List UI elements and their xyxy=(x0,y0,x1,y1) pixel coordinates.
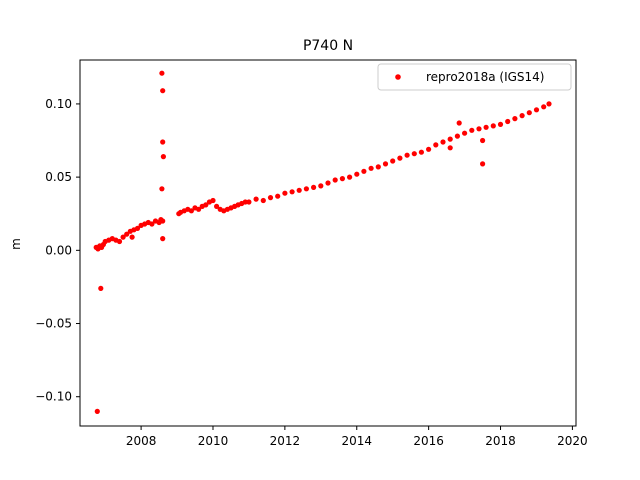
x-tick-label: 2016 xyxy=(413,434,444,448)
x-tick-label: 2012 xyxy=(270,434,301,448)
series-points xyxy=(93,70,552,414)
data-point xyxy=(454,133,460,139)
data-point xyxy=(203,202,209,208)
x-tick-label: 2010 xyxy=(198,434,229,448)
data-point xyxy=(134,225,141,231)
y-tick-label: −0.05 xyxy=(35,317,72,331)
data-point xyxy=(480,161,486,167)
y-tick-label: −0.10 xyxy=(35,390,72,404)
y-tick-label: 0.00 xyxy=(45,243,72,257)
data-point xyxy=(149,221,155,227)
data-point xyxy=(242,199,248,205)
data-point xyxy=(120,234,126,240)
data-point xyxy=(382,161,389,167)
data-point xyxy=(129,234,135,240)
data-point xyxy=(368,165,374,171)
data-point xyxy=(267,195,274,201)
data-point xyxy=(98,285,104,291)
data-point xyxy=(214,203,220,209)
data-point xyxy=(505,118,511,125)
legend: repro2018a (IGS14) xyxy=(377,63,572,91)
data-point xyxy=(160,139,166,145)
y-axis-label: m xyxy=(9,238,23,250)
data-point xyxy=(447,145,453,151)
data-point xyxy=(354,171,360,177)
data-point xyxy=(347,174,353,180)
data-point xyxy=(160,154,166,160)
legend-entry: repro2018a (IGS14) xyxy=(426,70,544,84)
data-point xyxy=(253,196,259,202)
data-point xyxy=(456,120,462,126)
legend-marker xyxy=(395,74,401,80)
data-point xyxy=(282,190,288,196)
data-point xyxy=(124,231,130,237)
data-point xyxy=(397,155,403,161)
plot-area-frame xyxy=(79,59,577,427)
data-point xyxy=(289,189,295,195)
legend-box xyxy=(377,63,572,91)
data-point xyxy=(440,139,446,145)
data-point xyxy=(497,121,504,127)
data-point xyxy=(160,88,166,94)
data-point xyxy=(390,158,396,164)
data-point xyxy=(404,152,410,158)
data-point xyxy=(541,104,547,110)
x-tick-label: 2008 xyxy=(126,434,157,448)
data-point xyxy=(332,177,338,183)
x-tick-label: 2018 xyxy=(485,434,516,448)
data-point xyxy=(480,137,486,144)
y-axis-ticks: −0.10 −0.05 0.00 0.05 0.10 xyxy=(35,97,80,404)
data-point xyxy=(116,238,123,245)
data-point xyxy=(260,197,266,204)
data-point xyxy=(483,124,489,130)
data-point xyxy=(526,110,532,116)
data-point xyxy=(325,180,331,186)
y-tick-label: 0.10 xyxy=(45,97,72,111)
data-point xyxy=(375,164,381,170)
data-point xyxy=(188,208,194,214)
data-point xyxy=(476,126,482,132)
data-point xyxy=(160,236,166,242)
data-point xyxy=(418,149,424,155)
data-point xyxy=(433,142,439,148)
data-point xyxy=(196,206,202,212)
data-point xyxy=(462,130,468,136)
data-point xyxy=(546,101,552,107)
data-point xyxy=(311,184,317,190)
data-point xyxy=(160,218,166,224)
x-tick-label: 2014 xyxy=(341,434,372,448)
chart-title: P740 N xyxy=(303,38,353,54)
data-point xyxy=(512,116,518,122)
data-point xyxy=(296,187,302,193)
data-point xyxy=(361,168,367,174)
data-point xyxy=(318,183,324,189)
data-point xyxy=(303,186,309,192)
data-point xyxy=(469,127,475,133)
data-point xyxy=(411,151,417,157)
x-axis-ticks: 2008 2010 2012 2014 2016 2018 2020 xyxy=(126,426,588,448)
data-point xyxy=(159,186,165,192)
data-point xyxy=(159,70,165,76)
data-point xyxy=(339,176,345,182)
data-point xyxy=(275,193,281,199)
data-point xyxy=(426,146,432,152)
data-point xyxy=(519,113,525,119)
y-tick-label: 0.05 xyxy=(45,170,72,184)
data-point xyxy=(533,107,540,113)
x-tick-label: 2020 xyxy=(557,434,588,448)
data-point xyxy=(490,123,496,129)
data-point xyxy=(447,136,453,142)
data-point xyxy=(210,197,216,204)
data-point xyxy=(94,408,100,414)
data-point xyxy=(246,199,252,205)
